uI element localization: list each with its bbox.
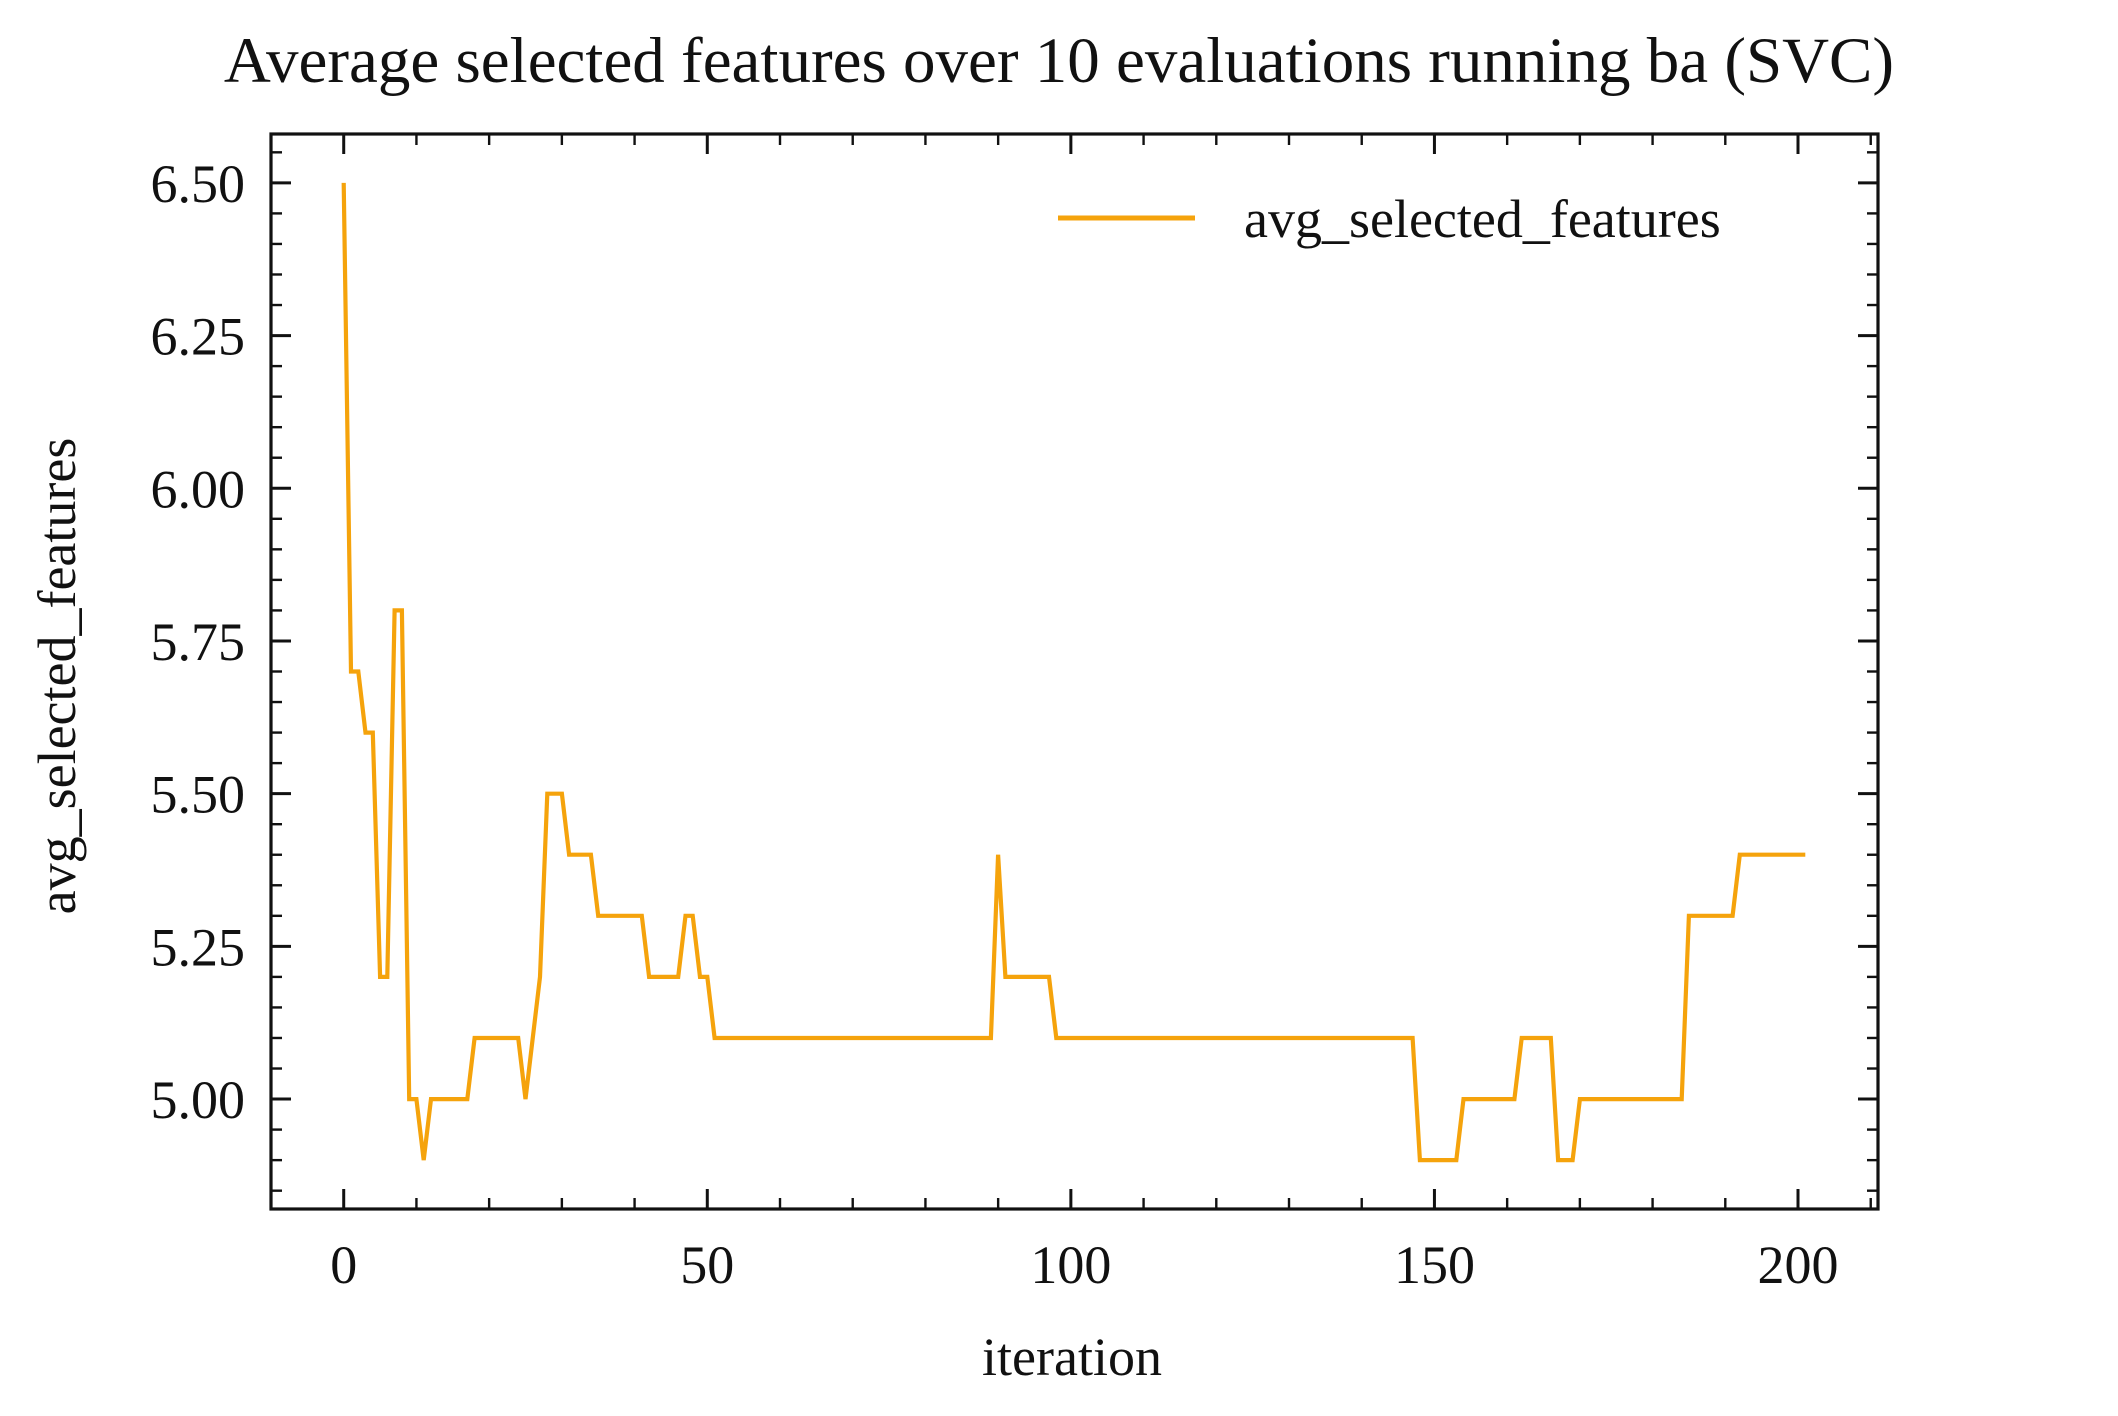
x-tick-label: 100 bbox=[1030, 1235, 1111, 1295]
y-tick-label: 5.50 bbox=[151, 765, 246, 825]
y-tick-label: 5.00 bbox=[151, 1070, 246, 1130]
series-line-avg-selected-features bbox=[341, 182, 1806, 1163]
x-tick-label: 150 bbox=[1394, 1235, 1475, 1295]
y-axis-label: avg_selected_features bbox=[27, 438, 87, 915]
y-tick-label: 6.00 bbox=[151, 459, 246, 519]
legend: avg_selected_features bbox=[1058, 189, 1721, 249]
x-tick-label: 0 bbox=[330, 1235, 357, 1295]
y-tick-label: 6.50 bbox=[151, 154, 246, 214]
x-tick-label: 200 bbox=[1758, 1235, 1839, 1295]
chart-title: Average selected features over 10 evalua… bbox=[224, 25, 1894, 97]
x-axis-label: iteration bbox=[982, 1327, 1162, 1387]
y-tick-label: 5.75 bbox=[151, 612, 246, 672]
y-tick-label: 5.25 bbox=[151, 917, 246, 977]
axis-tick-labels: 0 50 100 150 200 5.00 5.25 5.50 5.75 6.00 6.25 6.50 bbox=[151, 154, 1839, 1295]
x-tick-label: 50 bbox=[680, 1235, 734, 1295]
y-tick-label: 6.25 bbox=[151, 307, 246, 367]
axis-ticks bbox=[269, 134, 1878, 1209]
legend-label: avg_selected_features bbox=[1244, 189, 1721, 249]
plot-area-frame bbox=[269, 132, 1880, 1211]
